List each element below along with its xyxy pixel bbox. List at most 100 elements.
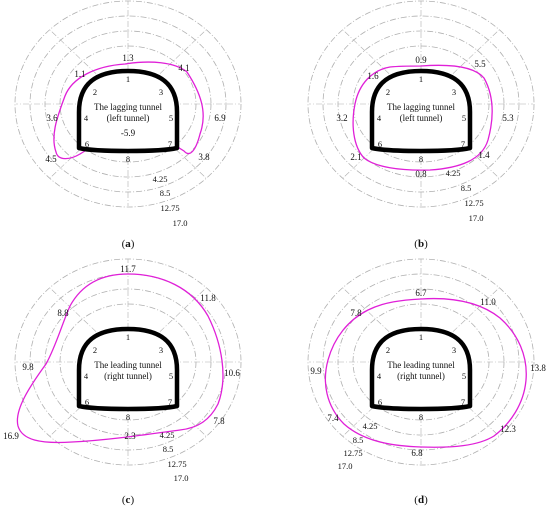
tunnel-subtitle: (left tunnel) [107, 113, 150, 123]
ring-label-2: 8.5 [163, 444, 174, 454]
value-label-5: 13.8 [530, 363, 546, 373]
displacement-curve [352, 64, 493, 171]
value-label-8: -5.9 [121, 128, 136, 138]
value-label-1: 11.7 [120, 264, 136, 274]
value-label-5: 10.6 [224, 368, 240, 378]
value-label-1: 6.7 [415, 288, 427, 298]
value-label-3: 4.1 [178, 63, 189, 73]
point-label-3: 3 [452, 345, 456, 355]
value-label-3: 11.8 [200, 293, 216, 303]
point-label-1: 1 [419, 332, 423, 342]
value-label-1: 1.3 [122, 53, 134, 63]
panel-d: The leading tunnel (right tunnel) 1 2 3 … [307, 258, 546, 506]
ring-label-2: 8.5 [461, 183, 472, 193]
grid-rings [14, 0, 242, 208]
tunnel-subtitle: (right tunnel) [397, 371, 445, 381]
point-label-2: 2 [386, 87, 390, 97]
ring-label-1: 4.25 [446, 168, 461, 178]
point-label-7: 7 [461, 397, 465, 407]
value-label-2: 7.8 [350, 308, 362, 318]
point-label-5: 5 [169, 113, 173, 123]
point-label-1: 1 [126, 74, 130, 84]
panel-caption: (a) [122, 238, 135, 250]
point-label-1: 1 [126, 332, 130, 342]
value-label-8: 0.8 [415, 169, 427, 179]
displacement-curve [16, 273, 224, 444]
ring-label-4: 17.0 [174, 473, 189, 483]
ring-label-3: 12.75 [167, 459, 186, 469]
tunnel-title: The lagging tunnel [387, 102, 455, 112]
ring-label-3: 12.75 [160, 203, 179, 213]
value-label-5: 6.9 [214, 113, 226, 123]
point-label-4: 4 [377, 113, 382, 123]
point-label-8: 8 [126, 154, 130, 164]
value-label-6: 4.5 [45, 154, 57, 164]
point-label-6: 6 [85, 139, 89, 149]
point-label-6: 6 [85, 397, 89, 407]
tunnel-subtitle: (left tunnel) [400, 113, 443, 123]
ring-label-1: 4.25 [363, 421, 378, 431]
value-label-1: 0.9 [415, 55, 427, 65]
value-label-7: 7.8 [213, 416, 225, 426]
ring-label-1: 4.25 [153, 174, 168, 184]
panel-caption: (d) [414, 494, 428, 506]
value-label-8: 2.3 [124, 431, 136, 441]
panel-caption: (c) [122, 494, 135, 506]
point-label-6: 6 [378, 139, 382, 149]
point-label-4: 4 [84, 371, 89, 381]
panel-b: The lagging tunnel (left tunnel) 1 2 3 4… [307, 0, 535, 250]
value-label-2: 1.6 [367, 71, 379, 81]
point-label-5: 5 [462, 371, 466, 381]
point-label-3: 3 [159, 345, 163, 355]
point-label-3: 3 [159, 87, 163, 97]
tunnel-title: The leading tunnel [94, 360, 162, 370]
tunnel-title: The leading tunnel [387, 360, 455, 370]
point-label-5: 5 [462, 113, 466, 123]
ring-label-1: 4.25 [160, 430, 175, 440]
point-label-8: 8 [419, 412, 423, 422]
value-label-4: 9.8 [22, 362, 34, 372]
value-label-4: 9.9 [310, 366, 322, 376]
point-label-2: 2 [93, 345, 97, 355]
value-label-4: 3.2 [336, 113, 347, 123]
ring-label-4: 17.0 [338, 461, 353, 471]
point-label-7: 7 [461, 139, 465, 149]
value-label-2: 8.8 [57, 308, 69, 318]
tunnel-subtitle: (right tunnel) [104, 371, 152, 381]
tunnel-outline [76, 326, 180, 412]
ring-label-4: 17.0 [173, 218, 188, 228]
value-label-7: 1.4 [478, 150, 490, 160]
point-label-8: 8 [419, 154, 423, 164]
value-label-7: 12.3 [500, 424, 516, 434]
value-label-4: 3.6 [46, 113, 58, 123]
grid-rings [14, 258, 242, 466]
tunnel-outline [369, 68, 473, 154]
point-label-7: 7 [168, 139, 172, 149]
tunnel-outline [76, 68, 180, 154]
ring-label-2: 8.5 [353, 435, 364, 445]
value-label-8: 6.8 [411, 448, 423, 458]
ring-label-3: 12.75 [343, 448, 362, 458]
tunnel-outline [369, 326, 473, 412]
value-label-6: 7.4 [327, 413, 339, 423]
ring-label-2: 8.5 [160, 188, 171, 198]
point-label-2: 2 [386, 345, 390, 355]
ring-label-3: 12.75 [464, 198, 483, 208]
value-label-3: 11.0 [480, 297, 496, 307]
point-label-6: 6 [378, 397, 382, 407]
value-label-7: 3.8 [198, 152, 210, 162]
value-label-3: 5.5 [474, 59, 486, 69]
value-label-6: 16.9 [3, 431, 19, 441]
point-label-4: 4 [84, 113, 89, 123]
panel-a: The lagging tunnel (left tunnel) 1 2 3 4… [14, 0, 242, 250]
point-label-5: 5 [169, 371, 173, 381]
panel-caption: (b) [414, 238, 428, 250]
value-label-5: 5.3 [502, 113, 514, 123]
displacement-curve [324, 297, 527, 448]
ring-label-4: 17.0 [469, 213, 484, 223]
panel-c: The leading tunnel (right tunnel) 1 2 3 … [3, 258, 242, 506]
point-label-4: 4 [377, 371, 382, 381]
point-label-1: 1 [419, 74, 423, 84]
point-label-8: 8 [126, 412, 130, 422]
